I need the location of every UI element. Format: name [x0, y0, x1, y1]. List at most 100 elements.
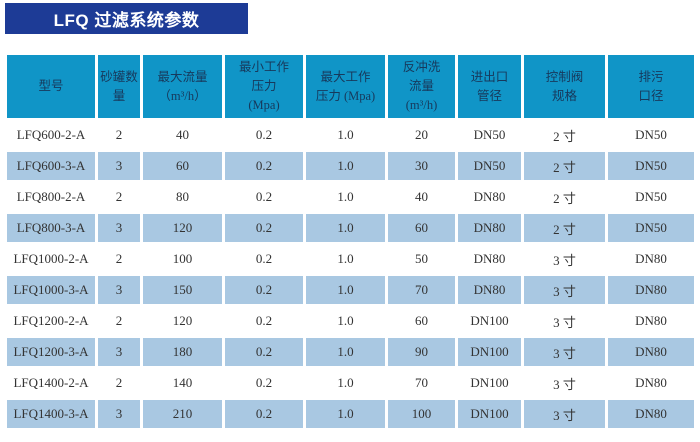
table-cell-max-flow: 120: [143, 214, 222, 242]
table-cell-max-flow: 140: [143, 369, 222, 397]
parameters-table: 型号 砂罐数 量 最大流量 （m³/h） 最小工作 压力 (Mpa) 最大工作 …: [4, 52, 697, 431]
table-cell-tank-count: 2: [98, 245, 140, 273]
table-header-row: 型号 砂罐数 量 最大流量 （m³/h） 最小工作 压力 (Mpa) 最大工作 …: [7, 55, 694, 118]
table-cell-inlet-outlet-diameter: DN50: [458, 121, 521, 149]
table-cell-drain-diameter: DN50: [608, 183, 694, 211]
table-cell-inlet-outlet-diameter: DN80: [458, 245, 521, 273]
table-cell-max-flow: 80: [143, 183, 222, 211]
table-cell-control-valve-spec: 2 寸: [524, 152, 605, 180]
table-cell-control-valve-spec: 3 寸: [524, 369, 605, 397]
table-cell-inlet-outlet-diameter: DN100: [458, 338, 521, 366]
table-cell-tank-count: 3: [98, 338, 140, 366]
table-cell-max-working-pressure: 1.0: [306, 152, 385, 180]
table-cell-tank-count: 2: [98, 369, 140, 397]
table-cell-min-working-pressure: 0.2: [225, 400, 303, 428]
table-cell-backwash-flow: 90: [388, 338, 455, 366]
table-cell-max-working-pressure: 1.0: [306, 214, 385, 242]
table-cell-max-working-pressure: 1.0: [306, 400, 385, 428]
table-row: LFQ1400-3-A 3 210 0.2 1.0 100 DN100 3 寸 DN80: [7, 400, 694, 428]
table-row: LFQ800-3-A 3 120 0.2 1.0 60 DN80 2 寸 DN50: [7, 214, 694, 242]
table-cell-model: LFQ1200-3-A: [7, 338, 95, 366]
table-cell-backwash-flow: 60: [388, 214, 455, 242]
table-row: LFQ1000-3-A 3 150 0.2 1.0 70 DN80 3 寸 DN80: [7, 276, 694, 304]
table-cell-max-flow: 150: [143, 276, 222, 304]
header-model: 型号: [7, 55, 95, 118]
table-cell-backwash-flow: 60: [388, 307, 455, 335]
table-cell-control-valve-spec: 2 寸: [524, 214, 605, 242]
table-cell-inlet-outlet-diameter: DN100: [458, 307, 521, 335]
table-cell-model: LFQ600-3-A: [7, 152, 95, 180]
table-row: LFQ1200-3-A 3 180 0.2 1.0 90 DN100 3 寸 DN80: [7, 338, 694, 366]
table-cell-max-working-pressure: 1.0: [306, 245, 385, 273]
table-cell-min-working-pressure: 0.2: [225, 152, 303, 180]
table-cell-inlet-outlet-diameter: DN80: [458, 214, 521, 242]
table-row: LFQ800-2-A 2 80 0.2 1.0 40 DN80 2 寸 DN50: [7, 183, 694, 211]
table-cell-backwash-flow: 30: [388, 152, 455, 180]
table-row: LFQ600-2-A 2 40 0.2 1.0 20 DN50 2 寸 DN50: [7, 121, 694, 149]
table-cell-tank-count: 3: [98, 152, 140, 180]
table-cell-control-valve-spec: 2 寸: [524, 183, 605, 211]
table-row: LFQ1000-2-A 2 100 0.2 1.0 50 DN80 3 寸 DN80: [7, 245, 694, 273]
table-cell-min-working-pressure: 0.2: [225, 245, 303, 273]
table-cell-tank-count: 2: [98, 307, 140, 335]
table-cell-max-working-pressure: 1.0: [306, 369, 385, 397]
table-cell-model: LFQ1400-2-A: [7, 369, 95, 397]
table-cell-max-working-pressure: 1.0: [306, 121, 385, 149]
table-cell-drain-diameter: DN80: [608, 369, 694, 397]
table-cell-max-flow: 100: [143, 245, 222, 273]
table-cell-tank-count: 3: [98, 276, 140, 304]
table-cell-max-working-pressure: 1.0: [306, 338, 385, 366]
table-cell-inlet-outlet-diameter: DN80: [458, 276, 521, 304]
table-cell-control-valve-spec: 3 寸: [524, 338, 605, 366]
table-cell-max-working-pressure: 1.0: [306, 307, 385, 335]
table-cell-drain-diameter: DN80: [608, 307, 694, 335]
table-cell-backwash-flow: 40: [388, 183, 455, 211]
table-cell-max-flow: 210: [143, 400, 222, 428]
table-cell-max-working-pressure: 1.0: [306, 276, 385, 304]
table-cell-inlet-outlet-diameter: DN100: [458, 400, 521, 428]
table-cell-control-valve-spec: 2 寸: [524, 121, 605, 149]
table-cell-min-working-pressure: 0.2: [225, 307, 303, 335]
table-cell-backwash-flow: 20: [388, 121, 455, 149]
table-cell-tank-count: 3: [98, 214, 140, 242]
table-cell-model: LFQ800-2-A: [7, 183, 95, 211]
header-min-working-pressure: 最小工作 压力 (Mpa): [225, 55, 303, 118]
table-cell-model: LFQ800-3-A: [7, 214, 95, 242]
table-cell-control-valve-spec: 3 寸: [524, 245, 605, 273]
header-control-valve-spec: 控制阀 规格: [524, 55, 605, 118]
table-cell-drain-diameter: DN50: [608, 152, 694, 180]
table-body: LFQ600-2-A 2 40 0.2 1.0 20 DN50 2 寸 DN50 LFQ600-3…: [7, 121, 694, 428]
table-cell-model: LFQ600-2-A: [7, 121, 95, 149]
header-drain-diameter: 排污 口径: [608, 55, 694, 118]
table-cell-drain-diameter: DN80: [608, 276, 694, 304]
table-cell-tank-count: 3: [98, 400, 140, 428]
table-cell-drain-diameter: DN80: [608, 338, 694, 366]
table-cell-max-flow: 120: [143, 307, 222, 335]
table-cell-inlet-outlet-diameter: DN80: [458, 183, 521, 211]
table-row: LFQ600-3-A 3 60 0.2 1.0 30 DN50 2 寸 DN50: [7, 152, 694, 180]
table-cell-backwash-flow: 50: [388, 245, 455, 273]
table-cell-max-flow: 60: [143, 152, 222, 180]
table-cell-inlet-outlet-diameter: DN50: [458, 152, 521, 180]
table-cell-min-working-pressure: 0.2: [225, 183, 303, 211]
table-cell-drain-diameter: DN80: [608, 245, 694, 273]
header-tank-count: 砂罐数 量: [98, 55, 140, 118]
table-cell-model: LFQ1200-2-A: [7, 307, 95, 335]
table-cell-max-flow: 180: [143, 338, 222, 366]
header-backwash-flow: 反冲洗 流量 (m³/h): [388, 55, 455, 118]
table-cell-min-working-pressure: 0.2: [225, 214, 303, 242]
table-row: LFQ1400-2-A 2 140 0.2 1.0 70 DN100 3 寸 DN80: [7, 369, 694, 397]
table-cell-backwash-flow: 70: [388, 276, 455, 304]
table-cell-model: LFQ1000-3-A: [7, 276, 95, 304]
table-cell-model: LFQ1000-2-A: [7, 245, 95, 273]
table-cell-min-working-pressure: 0.2: [225, 338, 303, 366]
table-cell-tank-count: 2: [98, 121, 140, 149]
table-cell-backwash-flow: 100: [388, 400, 455, 428]
page-title: LFQ 过滤系统参数: [5, 3, 248, 34]
table-cell-tank-count: 2: [98, 183, 140, 211]
table-cell-control-valve-spec: 3 寸: [524, 276, 605, 304]
table-row: LFQ1200-2-A 2 120 0.2 1.0 60 DN100 3 寸 DN80: [7, 307, 694, 335]
table-cell-control-valve-spec: 3 寸: [524, 307, 605, 335]
table-cell-inlet-outlet-diameter: DN100: [458, 369, 521, 397]
header-max-flow: 最大流量 （m³/h）: [143, 55, 222, 118]
